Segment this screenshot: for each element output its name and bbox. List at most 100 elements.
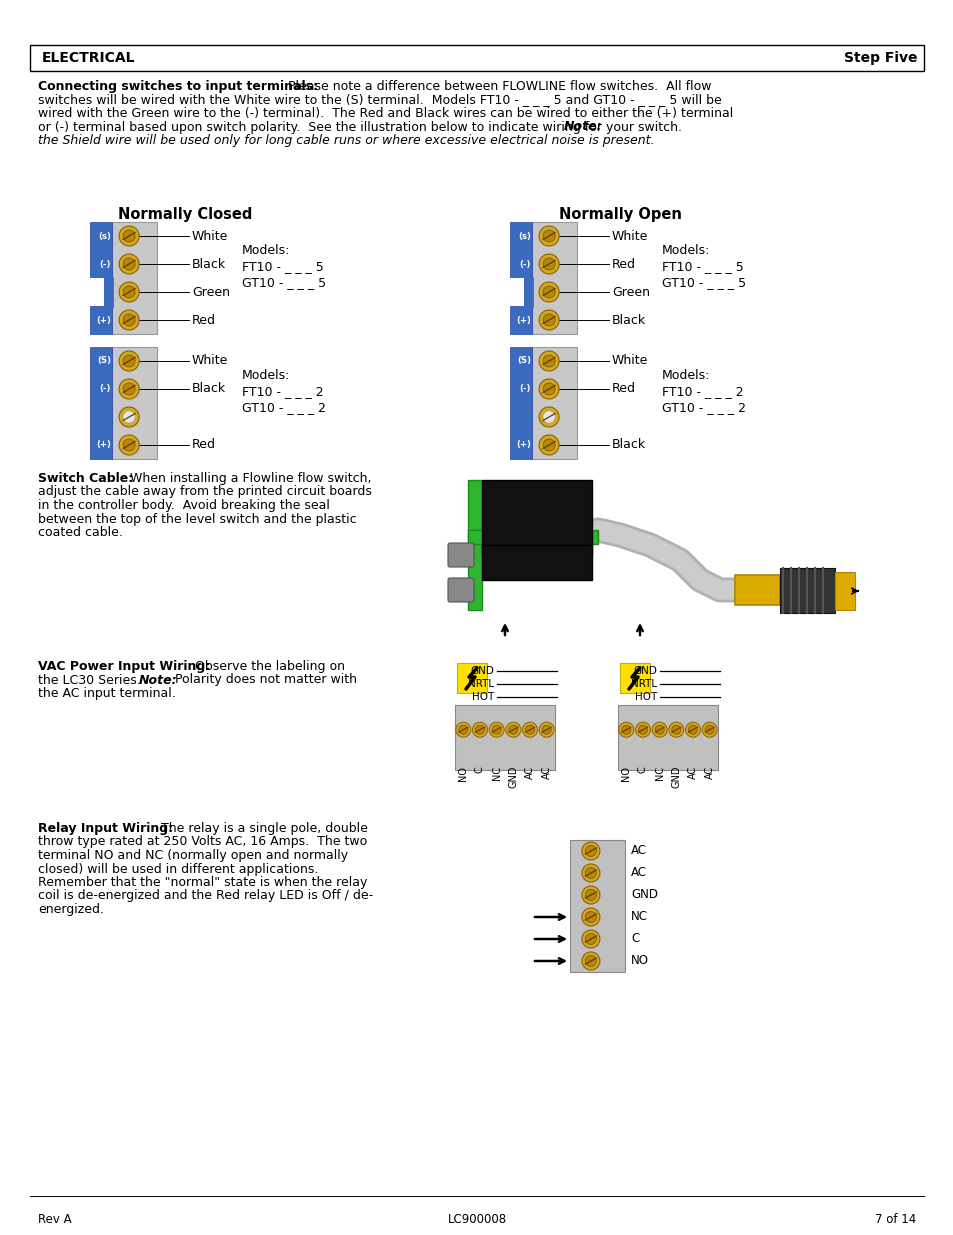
Circle shape — [668, 722, 683, 737]
Text: (-): (-) — [99, 384, 111, 394]
Text: Normally Closed: Normally Closed — [117, 207, 252, 222]
Text: C: C — [630, 932, 639, 946]
Text: Remember that the "normal" state is when the relay: Remember that the "normal" state is when… — [38, 876, 367, 889]
Text: Observe the labeling on: Observe the labeling on — [187, 659, 345, 673]
Bar — [532, 347, 577, 459]
Circle shape — [638, 725, 647, 734]
Bar — [90, 278, 112, 306]
Text: FT10 - _ _ _ 5: FT10 - _ _ _ 5 — [242, 261, 323, 273]
Circle shape — [585, 956, 596, 967]
Circle shape — [635, 722, 650, 737]
Circle shape — [538, 379, 558, 399]
Circle shape — [618, 722, 633, 737]
Circle shape — [123, 258, 135, 270]
Circle shape — [542, 438, 555, 451]
Text: Red: Red — [192, 438, 215, 452]
FancyBboxPatch shape — [448, 578, 474, 601]
Circle shape — [525, 725, 534, 734]
Circle shape — [685, 722, 700, 737]
Circle shape — [585, 867, 596, 878]
Text: GND: GND — [671, 766, 680, 788]
Circle shape — [541, 725, 551, 734]
Text: Models:: Models: — [242, 369, 290, 383]
Bar — [112, 347, 157, 459]
Bar — [468, 480, 481, 610]
Text: the AC input terminal.: the AC input terminal. — [38, 687, 175, 700]
Bar — [456, 663, 486, 693]
Circle shape — [688, 725, 697, 734]
FancyBboxPatch shape — [448, 543, 474, 567]
Text: Relay Input Wiring:: Relay Input Wiring: — [38, 823, 172, 835]
Circle shape — [538, 408, 558, 427]
Circle shape — [123, 411, 135, 424]
Text: (s): (s) — [98, 231, 111, 241]
Text: NRTL: NRTL — [630, 679, 657, 689]
Circle shape — [621, 725, 630, 734]
Circle shape — [542, 287, 555, 298]
Text: AC: AC — [541, 766, 551, 779]
Circle shape — [119, 435, 139, 454]
Text: or (-) terminal based upon switch polarity.  See the illustration below to indic: or (-) terminal based upon switch polari… — [38, 121, 689, 133]
Bar — [30, 44, 923, 70]
Text: the LC30 Series.: the LC30 Series. — [38, 673, 149, 687]
Text: GND: GND — [633, 666, 657, 676]
Text: White: White — [192, 354, 228, 368]
Circle shape — [701, 722, 717, 737]
Circle shape — [655, 725, 663, 734]
Circle shape — [538, 310, 558, 330]
Text: in the controller body.  Avoid breaking the seal: in the controller body. Avoid breaking t… — [38, 499, 330, 513]
Circle shape — [505, 722, 520, 737]
Text: AC: AC — [704, 766, 714, 779]
Circle shape — [123, 230, 135, 242]
Text: (-): (-) — [519, 384, 531, 394]
Circle shape — [458, 725, 467, 734]
Bar — [780, 568, 834, 613]
Circle shape — [119, 310, 139, 330]
Text: NC: NC — [630, 910, 647, 924]
Text: (S): (S) — [97, 357, 111, 366]
Text: Step Five: Step Five — [843, 51, 917, 65]
Circle shape — [123, 383, 135, 395]
Circle shape — [508, 725, 517, 734]
Circle shape — [652, 722, 666, 737]
Text: (-): (-) — [519, 259, 531, 268]
Text: GT10 - _ _ _ 5: GT10 - _ _ _ 5 — [242, 277, 326, 289]
Text: Polarity does not matter with: Polarity does not matter with — [171, 673, 356, 687]
Text: AC: AC — [630, 845, 646, 857]
Bar — [468, 530, 598, 543]
Text: FT10 - _ _ _ 5: FT10 - _ _ _ 5 — [661, 261, 743, 273]
Text: coated cable.: coated cable. — [38, 526, 123, 538]
Text: coil is de-energized and the Red relay LED is Off / de-: coil is de-energized and the Red relay L… — [38, 889, 373, 903]
Text: C: C — [475, 766, 484, 773]
Bar — [481, 480, 592, 555]
Text: throw type rated at 250 Volts AC, 16 Amps.  The two: throw type rated at 250 Volts AC, 16 Amp… — [38, 836, 367, 848]
Text: Red: Red — [612, 383, 636, 395]
Bar — [619, 663, 649, 693]
Circle shape — [123, 287, 135, 298]
Text: GT10 - _ _ _ 2: GT10 - _ _ _ 2 — [242, 401, 326, 415]
Text: Black: Black — [612, 314, 645, 326]
Text: Switch Cable:: Switch Cable: — [38, 472, 133, 485]
Bar — [90, 222, 112, 278]
Text: Note:: Note: — [139, 673, 177, 687]
Circle shape — [538, 435, 558, 454]
Text: HOT: HOT — [634, 692, 657, 701]
Text: When installing a Flowline flow switch,: When installing a Flowline flow switch, — [122, 472, 371, 485]
Bar — [510, 222, 532, 278]
Text: Black: Black — [192, 383, 226, 395]
Text: Black: Black — [192, 258, 226, 270]
Bar — [481, 545, 592, 580]
Text: Models:: Models: — [661, 245, 710, 257]
Circle shape — [585, 911, 596, 923]
Circle shape — [123, 314, 135, 326]
Bar — [510, 306, 532, 333]
Circle shape — [119, 408, 139, 427]
Text: Red: Red — [192, 314, 215, 326]
Circle shape — [119, 379, 139, 399]
Text: adjust the cable away from the printed circuit boards: adjust the cable away from the printed c… — [38, 485, 372, 499]
Circle shape — [585, 889, 596, 900]
Text: The relay is a single pole, double: The relay is a single pole, double — [152, 823, 368, 835]
Text: FT10 - _ _ _ 2: FT10 - _ _ _ 2 — [242, 385, 323, 399]
Bar — [90, 306, 112, 333]
Text: the Shield wire will be used only for long cable runs or where excessive electri: the Shield wire will be used only for lo… — [38, 135, 654, 147]
